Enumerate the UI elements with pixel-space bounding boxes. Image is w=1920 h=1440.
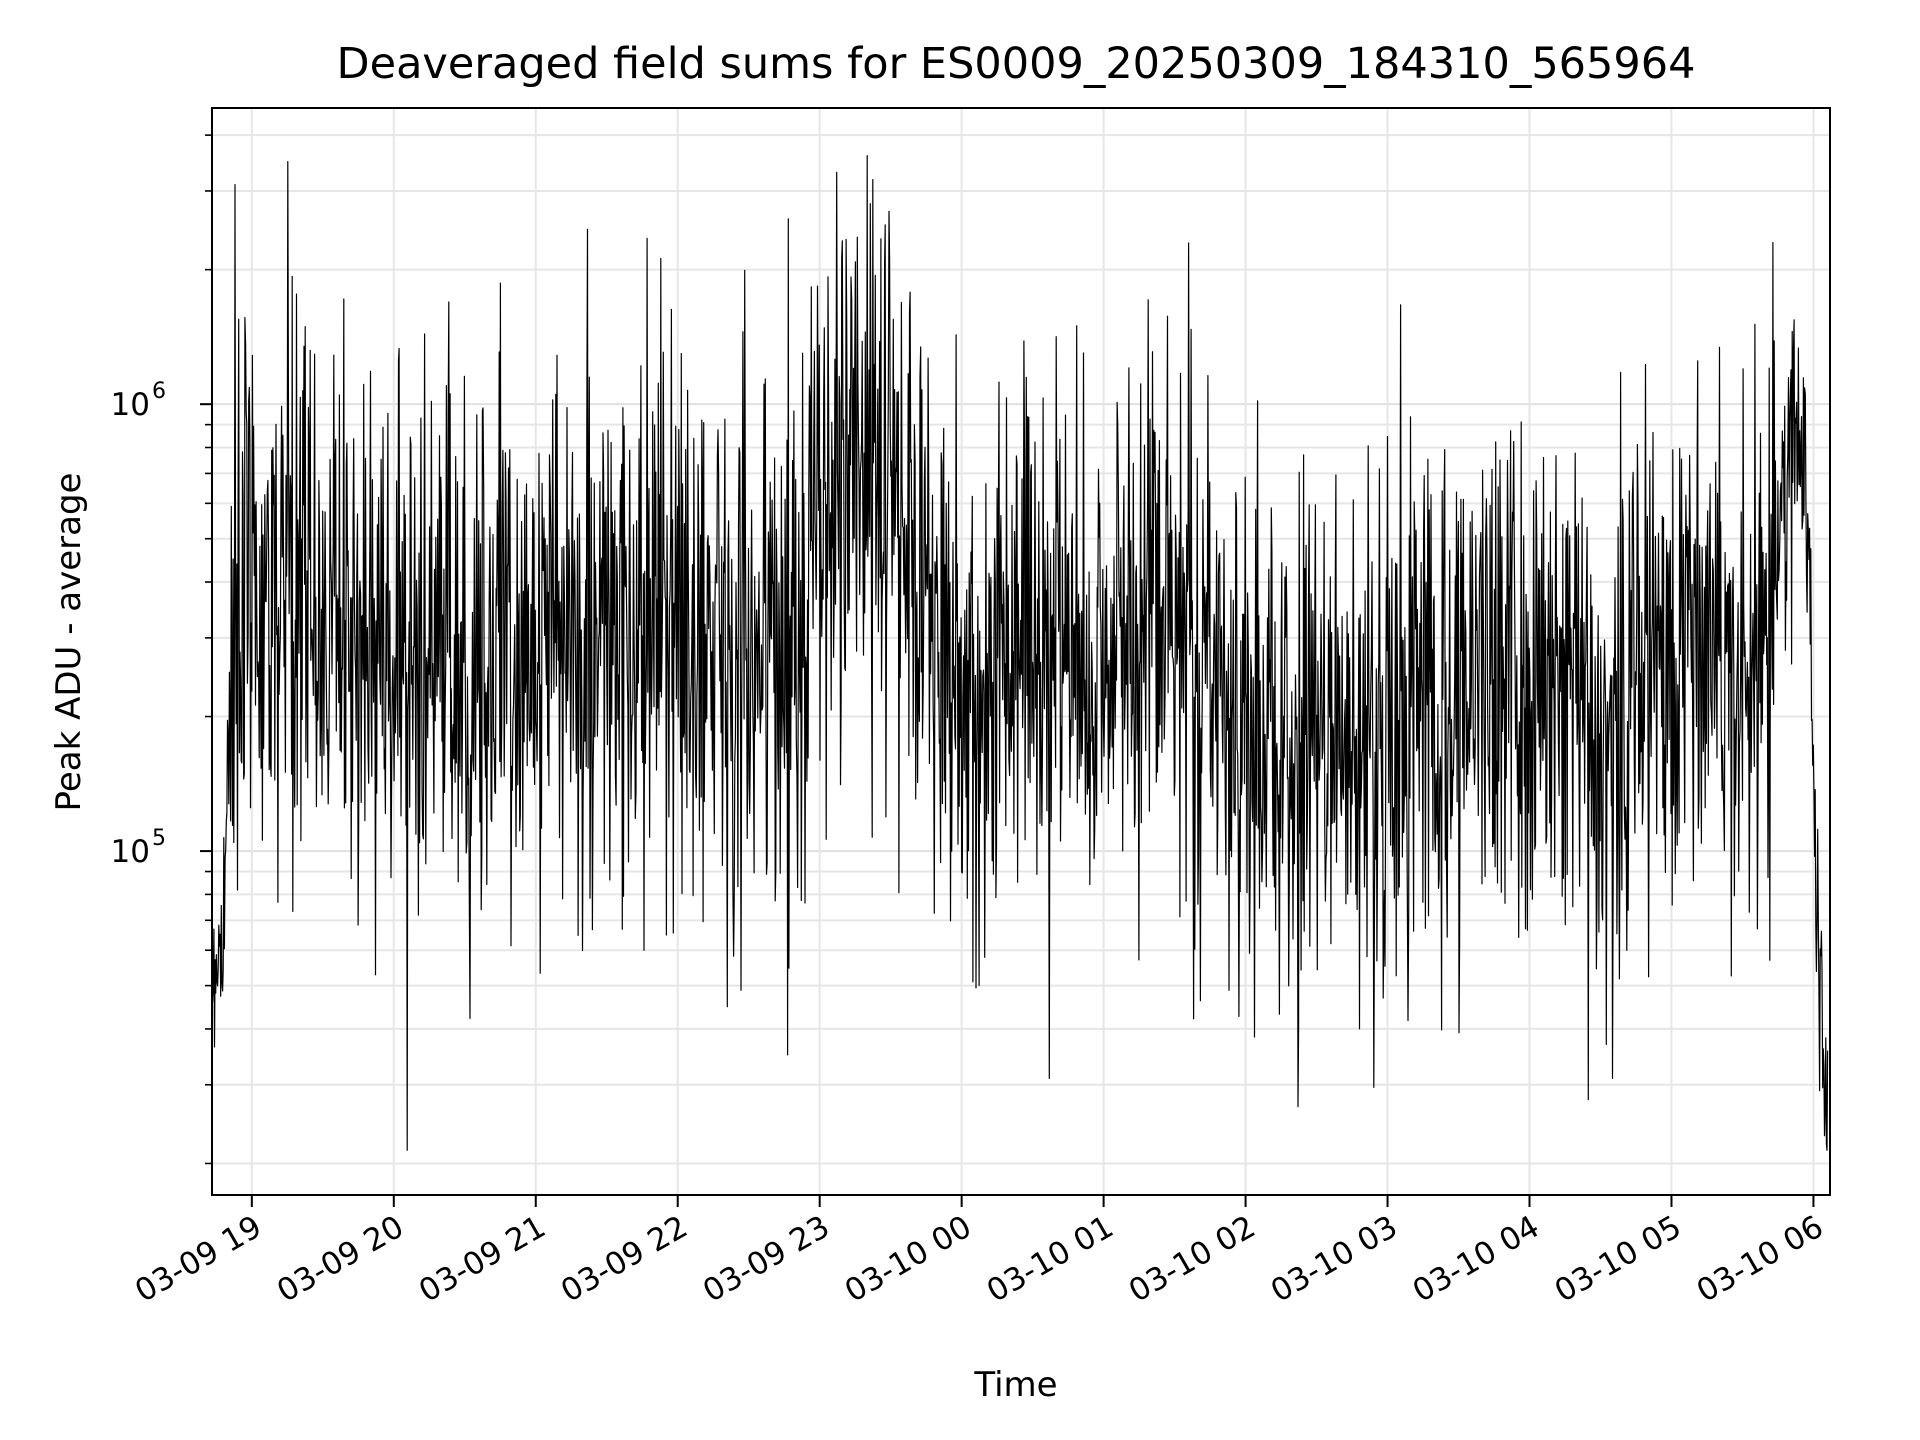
data-series — [211, 155, 1829, 1151]
y-axis-label: Peak ADU - average — [49, 473, 89, 812]
series-line — [211, 155, 1829, 1151]
y-tick-label: 10 — [111, 387, 150, 423]
plot-frame — [211, 107, 1831, 1196]
chart-title: Deaveraged field sums for ES0009_2025030… — [337, 39, 1696, 89]
y-tick-label: 10 — [111, 834, 150, 870]
y-tick-exponent: 6 — [152, 379, 166, 404]
x-axis-label: Time — [973, 1365, 1057, 1405]
y-tick-exponent: 5 — [152, 826, 166, 851]
